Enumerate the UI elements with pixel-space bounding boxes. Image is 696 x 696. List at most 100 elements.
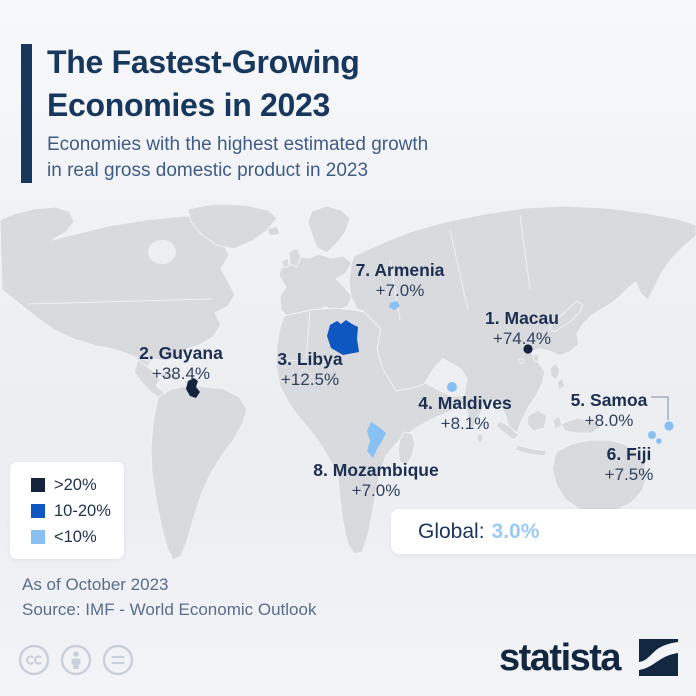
land-philippines-south [556,377,566,391]
border-africa-1 [305,311,311,359]
marker-macau [523,344,533,354]
global-growth-badge: Global: 3.0% [391,509,696,554]
map-label-maldives: 4. Maldives +8.1% [418,393,512,434]
map-label-macau: 1. Macau +74.4% [485,308,559,349]
country-name: 3. Libya [277,349,343,369]
land-taiwan [532,353,540,363]
marker-fiji-small [656,438,662,444]
cc-glyph-right-c [33,655,42,665]
growth-value: +8.1% [440,414,490,433]
border-asia-3 [519,214,531,291]
world-map [0,200,696,570]
country-name: 6. Fiji [606,444,652,464]
title-line2: Economies in 2023 [47,87,331,123]
attribution-icon [60,644,92,676]
cc-glyph-left-c [25,655,34,665]
land-ireland [281,257,290,269]
country-highlight-mozambique [367,422,386,458]
page-title: The Fastest-Growing Economies in 2023 [47,41,360,127]
land-japan [548,300,584,333]
country-name: 1. Macau [485,308,559,328]
legend-label: 10-20% [54,501,111,520]
legend-label: <10% [54,527,97,546]
marker-maldives [447,382,457,392]
country-name: 2. Guyana [139,343,223,363]
source-line: Source: IMF - World Economic Outlook [22,600,317,619]
land-south-america [150,384,248,561]
marker-samoa [664,421,674,431]
person-glyph-head [73,651,79,657]
legend-label: >20% [54,475,97,494]
logo-swoosh [639,642,678,670]
global-value: 3.0% [491,520,540,543]
land-europe [278,253,353,319]
subtitle-line1: Economies with the highest estimated gro… [47,134,429,155]
marker-fiji [648,431,656,439]
country-highlight-armenia [389,301,400,310]
subtitle-line2: in real gross domestic product in 2023 [47,160,369,181]
land-australia [551,439,648,514]
growth-value: +7.0% [375,281,425,300]
growth-value: +74.4% [492,329,552,348]
legend-swatch-10-20 [31,504,45,518]
land-new-guinea [560,417,602,434]
growth-value: +12.5% [280,370,340,389]
land-hainan [518,358,524,364]
land-eurasia [348,205,696,440]
world-map-svg [0,203,696,561]
samoa-connector-line [651,396,669,420]
person-glyph-body [71,658,81,669]
legend-row-10-20: 10-20% [31,498,124,524]
land-sulawesi [552,415,563,431]
country-name: 5. Samoa [570,390,648,410]
page-subtitle: Economies with the highest estimated gro… [47,132,428,184]
land-madagascar [397,431,416,467]
country-highlight-guyana [186,378,200,398]
border-africa-2 [280,359,339,363]
land-sumatra [495,420,520,441]
land-sri-lanka [476,433,484,443]
as-of-date: As of October 2023 [22,575,169,594]
global-label: Global: [418,520,485,543]
legend-swatch-under-10 [31,530,45,544]
legend-swatch-over-20 [31,478,45,492]
map-label-samoa: 5. Samoa +8.0% [570,390,648,431]
border-asia-1 [389,259,401,321]
legend-row-over-20: >20% [31,472,124,498]
land-philippines [549,362,561,381]
growth-value: +38.4% [151,364,211,383]
no-derivatives-icon [102,644,134,676]
growth-value: +8.0% [584,411,634,430]
land-caribbean [155,371,180,382]
license-icons [18,644,134,676]
growth-value: +7.5% [604,465,654,484]
land-greenland [187,203,278,250]
statista-logo-icon [639,639,678,676]
land-uk [288,247,302,268]
map-label-guyana: 2. Guyana +38.4% [139,343,223,384]
border-us-canada [27,298,213,305]
map-label-fiji: 6. Fiji +7.5% [604,444,654,485]
land-borneo [526,409,548,432]
title-accent-bar [21,44,32,183]
land-caribbean-island [183,379,189,385]
border-us-mexico [111,348,153,363]
map-label-armenia: 7. Armenia +7.0% [355,260,445,301]
creative-commons-icon [18,644,50,676]
country-name: 7. Armenia [355,260,445,280]
map-legend: >20% 10-20% <10% [10,462,124,559]
title-line1: The Fastest-Growing [47,44,360,80]
hudson-bay [148,240,176,264]
land-java [514,444,548,457]
country-name: 8. Mozambique [313,460,439,480]
country-name: 4. Maldives [418,393,512,413]
equals-glyph [111,655,125,665]
legend-row-under-10: <10% [31,524,124,550]
statista-wordmark: statista [499,637,622,679]
border-asia-2 [449,229,469,311]
land-scandinavia [307,205,351,254]
country-highlight-libya [327,320,359,355]
land-iceland [266,225,281,237]
map-label-libya: 3. Libya +12.5% [277,349,343,390]
